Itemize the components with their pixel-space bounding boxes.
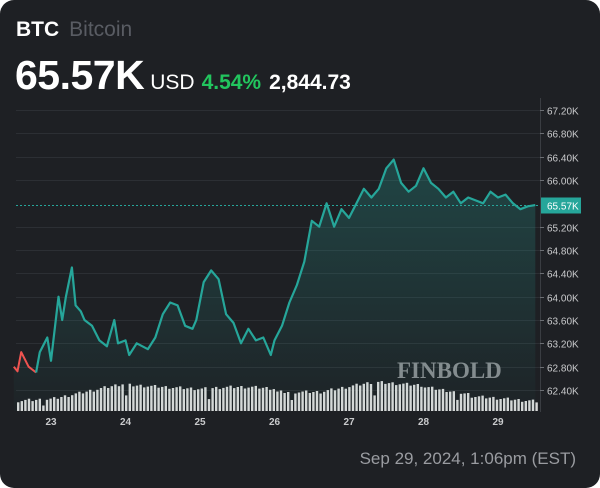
change-absolute: 2,844.73 — [269, 71, 351, 94]
price-chart: FINBOLD 67.20K66.80K66.40K66.00K65.20K64… — [13, 98, 581, 428]
y-tick-label: 64.00K — [547, 294, 579, 305]
y-tick-label: 66.80K — [547, 130, 579, 141]
asset-header: BTC Bitcoin — [16, 18, 132, 42]
current-price-tag: 65.57K — [541, 197, 581, 214]
y-tick-label: 66.00K — [547, 177, 579, 188]
x-tick-label: 26 — [269, 417, 281, 428]
price-line — [35, 158, 536, 373]
price-line-down — [13, 351, 37, 374]
y-tick-label: 62.40K — [547, 387, 579, 398]
currency-label: USD — [150, 71, 195, 94]
y-axis: 67.20K 66.80K 66.40K 66.00K 65.20K 64.80K 64.4… — [540, 107, 579, 398]
y-tick-label: 62.80K — [547, 364, 579, 375]
y-tick-label: 66.40K — [547, 154, 579, 165]
current-price: 65.57K — [15, 52, 145, 98]
price-tag-label: 65.57K — [547, 202, 579, 213]
y-tick-label: 65.20K — [547, 224, 579, 235]
asset-name: Bitcoin — [69, 18, 133, 41]
x-tick-label: 27 — [343, 417, 355, 428]
volume-bar — [535, 402, 538, 411]
x-tick-label: 28 — [418, 417, 430, 428]
price-row: 65.57K USD 4.54% 2,844.73 — [15, 52, 351, 99]
x-tick-label: 24 — [120, 417, 132, 428]
y-tick-label: 64.40K — [547, 270, 579, 281]
x-axis: 23 24 25 26 27 28 29 — [45, 417, 504, 428]
change-percent: 4.54% — [201, 71, 262, 94]
x-tick-label: 29 — [492, 417, 504, 428]
price-tag-bg — [541, 197, 581, 214]
x-tick-label: 25 — [194, 417, 206, 428]
y-tick-label: 63.60K — [547, 317, 579, 328]
x-tick-label: 23 — [45, 417, 57, 428]
y-tick-label: 64.80K — [547, 247, 579, 258]
timestamp: Sep 29, 2024, 1:06pm (EST) — [359, 449, 576, 468]
y-tick-label: 67.20K — [547, 107, 579, 118]
asset-symbol: BTC — [16, 18, 60, 41]
y-tick-label: 63.20K — [547, 340, 579, 351]
